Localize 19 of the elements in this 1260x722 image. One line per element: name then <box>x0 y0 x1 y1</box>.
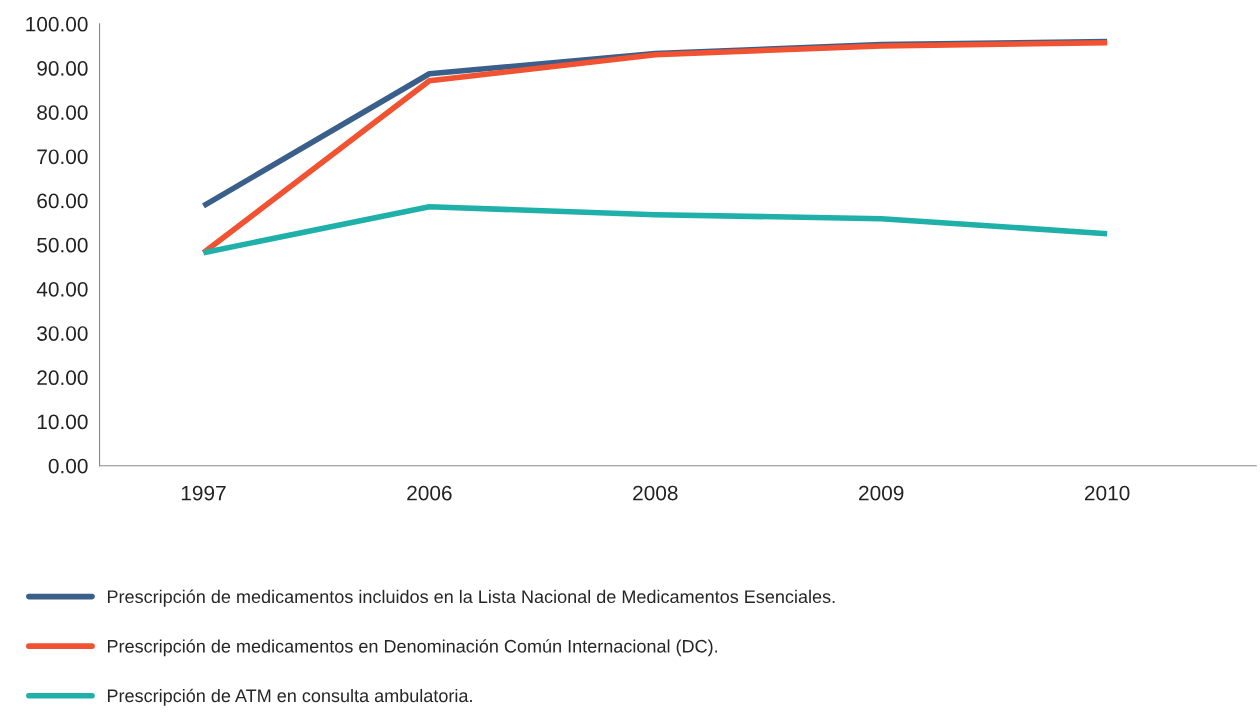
legend-label: Prescripción de medicamentos en Denominación Común Internacional (DC). <box>107 639 718 657</box>
x-tick-label: 1997 <box>181 485 226 501</box>
y-tick-label: 30.00 <box>37 326 88 341</box>
y-tick-label: 10.00 <box>37 414 88 430</box>
y-tick-label: 100.00 <box>26 16 88 32</box>
y-tick-label: 50.00 <box>37 237 88 253</box>
legend-label: Prescripción de medicamentos incluidos en la Lista Nacional de Medicamentos Esenciales. <box>107 589 835 607</box>
x-tick-label: 2008 <box>633 485 678 501</box>
y-tick-label: 80.00 <box>37 105 88 120</box>
y-tick-label: 40.00 <box>36 281 88 297</box>
x-tick-label: 2009 <box>859 485 904 501</box>
legend-label: Prescripción de ATM en consulta ambulatoria. <box>107 688 472 706</box>
x-tick-label: 2010 <box>1084 485 1130 501</box>
y-tick-label: 20.00 <box>37 370 88 386</box>
x-tick-label: 2006 <box>407 485 452 501</box>
y-tick-label: 90.00 <box>37 61 88 76</box>
y-tick-label: 0.00 <box>48 458 88 474</box>
y-tick-label: 60.00 <box>37 193 88 209</box>
y-tick-label: 70.00 <box>37 149 88 165</box>
